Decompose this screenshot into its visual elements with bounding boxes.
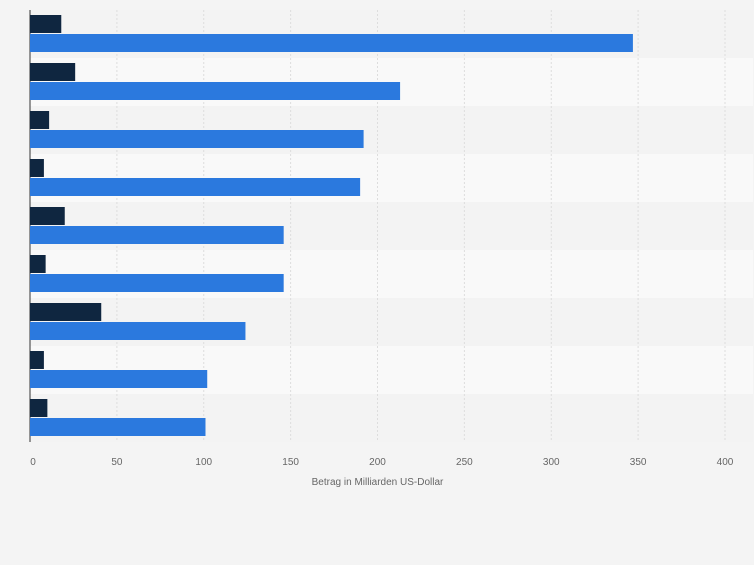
x-tick-label: 0: [30, 457, 36, 468]
x-tick-labels: 0 50 100 150 200 250 300 350 400: [30, 457, 734, 468]
bar-series-2: [30, 322, 246, 340]
bars: [30, 15, 633, 436]
bar-series-1: [30, 111, 50, 129]
bar-series-2: [30, 226, 284, 244]
bar-series-2: [30, 418, 206, 436]
bar-series-2: [30, 82, 401, 100]
x-tick-label: 150: [282, 457, 299, 468]
bar-series-2: [30, 130, 364, 148]
bar-series-2: [30, 370, 208, 388]
bar-series-1: [30, 63, 76, 81]
x-tick-label: 100: [195, 457, 212, 468]
bar-series-1: [30, 255, 46, 273]
bar-series-2: [30, 178, 361, 196]
bar-series-1: [30, 399, 48, 417]
bar-series-2: [30, 34, 633, 52]
x-tick-label: 200: [369, 457, 386, 468]
bar-series-2: [30, 274, 284, 292]
x-tick-label: 250: [456, 457, 473, 468]
x-tick-label: 400: [717, 457, 734, 468]
bar-series-1: [30, 15, 62, 33]
bar-series-1: [30, 303, 102, 321]
x-tick-label: 50: [111, 457, 123, 468]
x-axis-label: Betrag in Milliarden US-Dollar: [312, 477, 444, 488]
bar-series-1: [30, 159, 44, 177]
bar-series-1: [30, 351, 44, 369]
x-tick-label: 300: [543, 457, 560, 468]
x-tick-label: 350: [630, 457, 647, 468]
bar-series-1: [30, 207, 65, 225]
